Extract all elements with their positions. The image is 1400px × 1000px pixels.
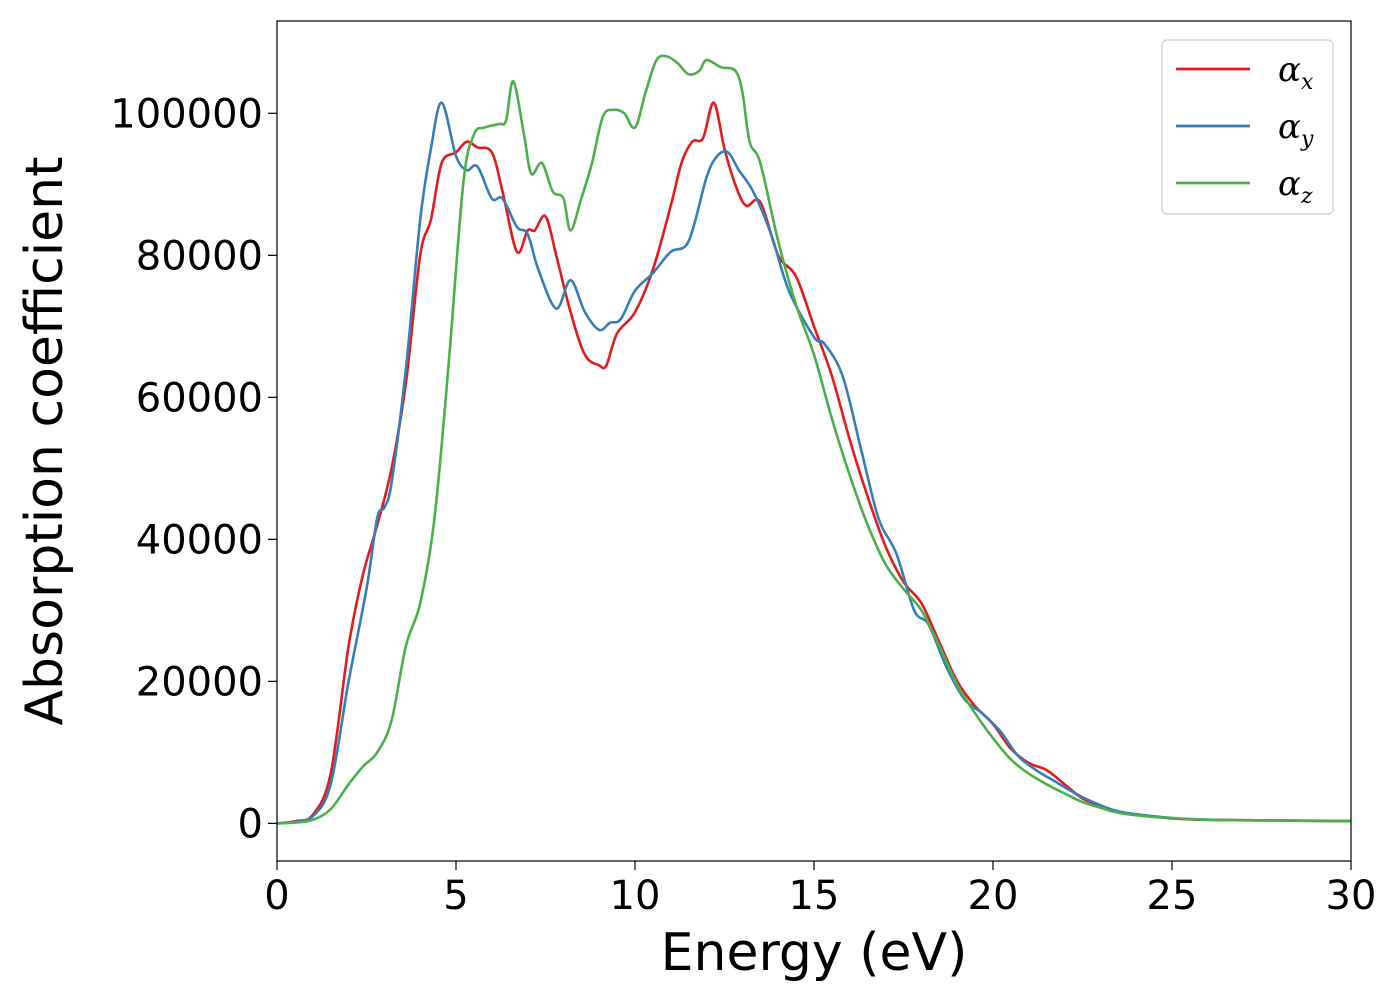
series-line-z [277, 54, 1351, 825]
y-axis-title: Absorption coefficient [15, 156, 75, 725]
y-tick-label: 60000 [136, 375, 263, 421]
x-tick-label: 0 [264, 873, 289, 919]
y-tick-label: 100000 [110, 91, 263, 137]
y-tick-label: 20000 [136, 659, 263, 705]
series-line-y [277, 101, 1351, 825]
legend: αx αy αz [1161, 39, 1334, 215]
y-axis: 0 20000 40000 60000 80000 100000 [110, 91, 277, 847]
x-axis-title: Energy (eV) [661, 923, 968, 983]
x-tick-label: 10 [610, 873, 661, 919]
y-tick-label: 0 [238, 801, 263, 847]
legend-label-z: αz [1278, 164, 1313, 209]
x-tick-label: 15 [789, 873, 840, 919]
y-tick-label: 40000 [136, 517, 263, 563]
x-tick-label: 5 [443, 873, 468, 919]
series-layer [277, 54, 1351, 825]
x-tick-label: 30 [1326, 873, 1377, 919]
x-tick-label: 25 [1147, 873, 1198, 919]
legend-label-y: αy [1278, 107, 1314, 152]
x-axis: 0 5 10 15 20 25 30 [264, 861, 1376, 919]
legend-label-x: αx [1278, 50, 1314, 95]
x-tick-label: 20 [968, 873, 1019, 919]
y-tick-label: 80000 [136, 233, 263, 279]
